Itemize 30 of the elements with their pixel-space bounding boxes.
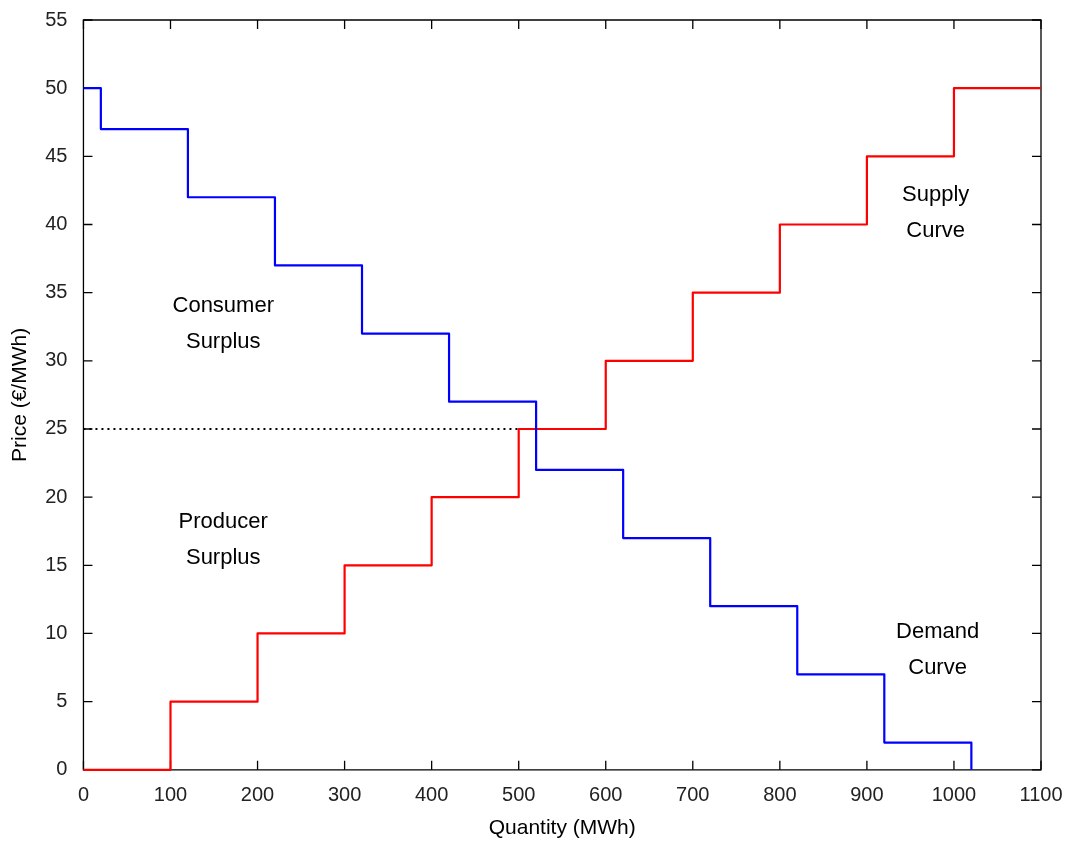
series-label: Supply Curve xyxy=(902,180,970,242)
x-tick-label: 800 xyxy=(763,783,797,806)
x-tick-label: 300 xyxy=(327,783,362,806)
x-tick-label: 200 xyxy=(240,783,275,806)
annotation: Producer Surplus xyxy=(178,507,268,569)
x-tick-label: 1100 xyxy=(1019,783,1063,806)
annotation: Consumer Surplus xyxy=(172,291,274,353)
y-tick-label: 30 xyxy=(45,348,68,371)
x-tick-label: 700 xyxy=(676,783,710,806)
y-tick-label: 15 xyxy=(45,552,68,575)
y-tick-label: 10 xyxy=(45,620,68,643)
y-tick-label: 5 xyxy=(56,689,68,712)
x-tick-label: 0 xyxy=(77,783,90,806)
y-tick-label: 25 xyxy=(45,416,68,439)
x-tick-label: 600 xyxy=(589,783,623,806)
x-tick-label: 500 xyxy=(502,783,536,806)
y-tick-label: 20 xyxy=(45,484,68,507)
series-label: Demand Curve xyxy=(896,617,980,679)
y-tick-label: 50 xyxy=(45,75,68,98)
x-tick-label: 900 xyxy=(850,783,884,806)
y-tick-label: 0 xyxy=(56,757,68,780)
x-tick-label: 100 xyxy=(153,783,188,806)
y-axis-title: Price (€/MWh) xyxy=(7,327,31,462)
y-tick-label: 45 xyxy=(45,143,68,166)
x-axis-title: Quantity (MWh) xyxy=(488,815,636,839)
y-tick-label: 35 xyxy=(45,280,68,303)
y-tick-label: 40 xyxy=(45,212,68,235)
y-tick-label: 55 xyxy=(45,7,68,30)
x-tick-label: 1000 xyxy=(931,783,977,806)
x-tick-label: 400 xyxy=(414,783,449,806)
